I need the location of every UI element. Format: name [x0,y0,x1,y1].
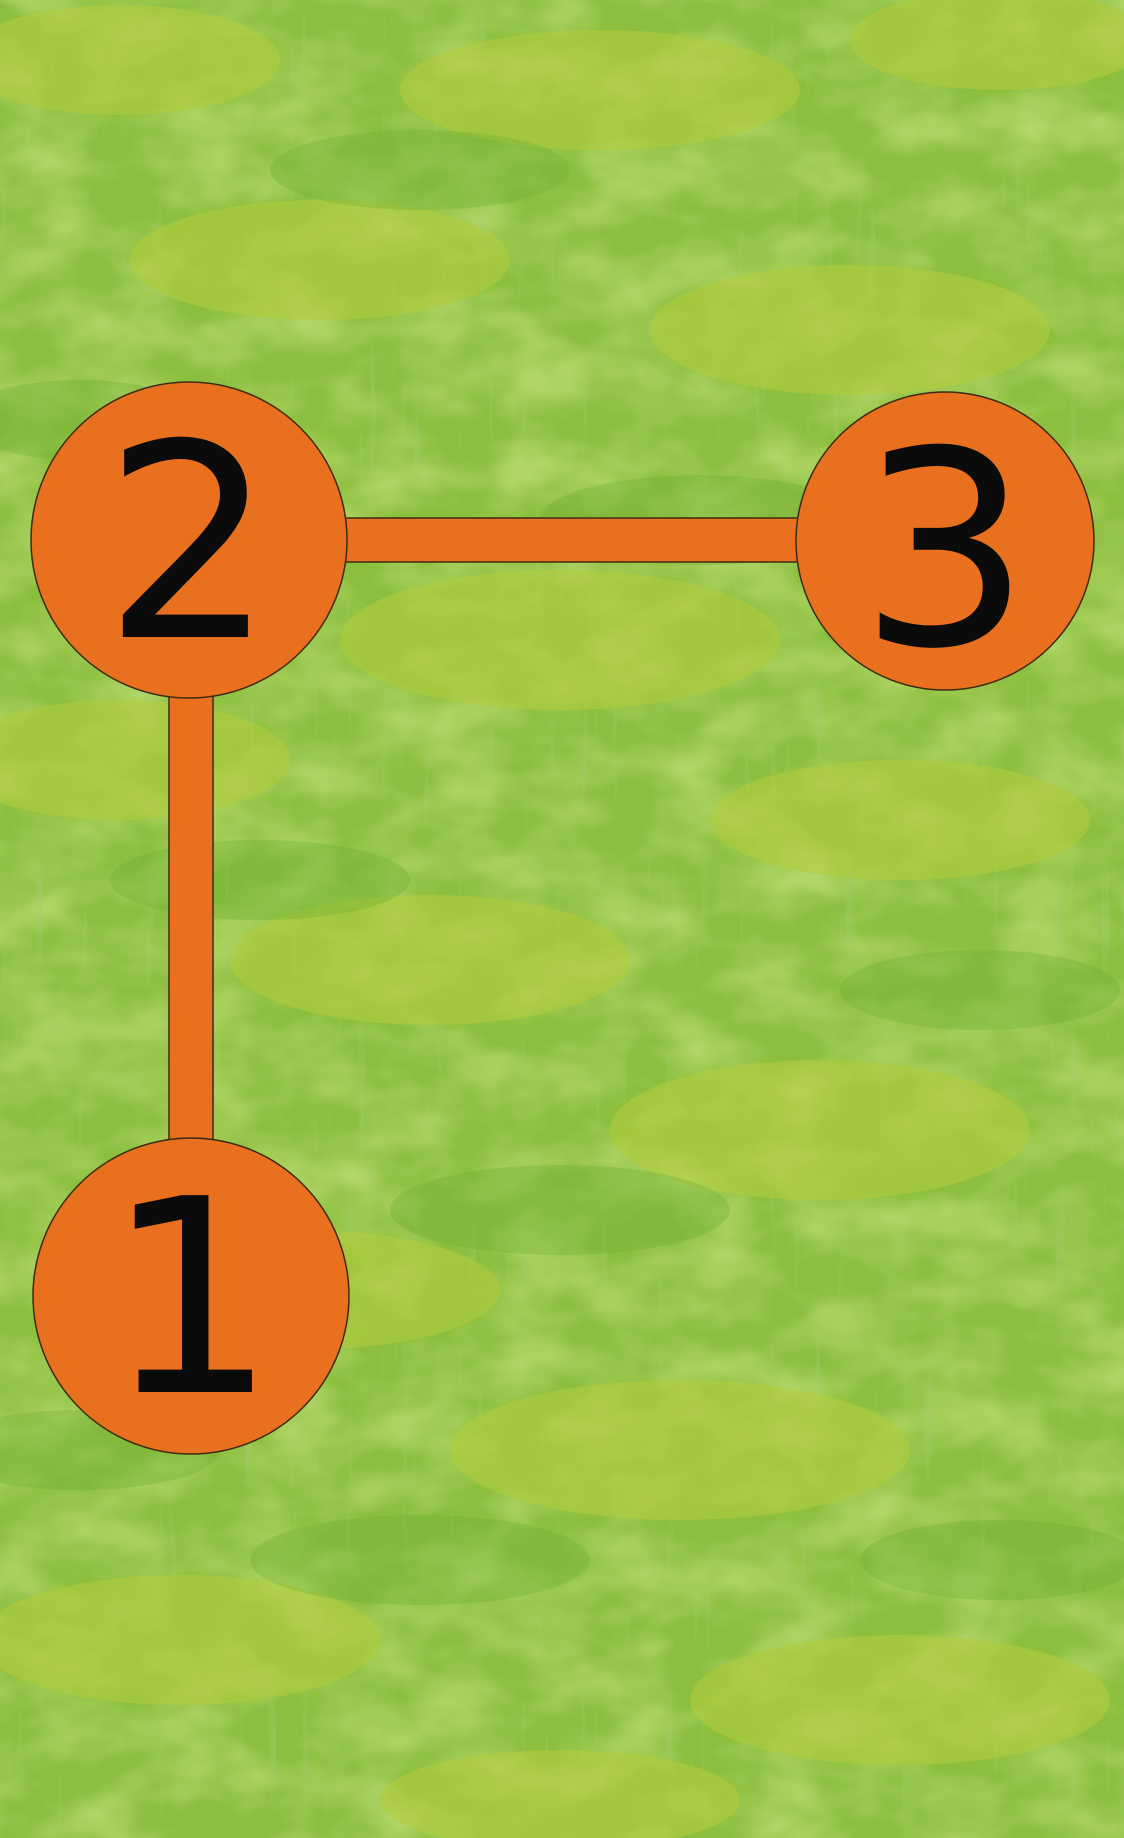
node-1-number: 1 [105,1141,277,1456]
node-2-number: 2 [103,386,275,701]
node-1-circle[interactable] [32,1137,350,1455]
connector-2-3 [329,517,811,563]
connections [168,517,811,1161]
node-1[interactable]: 1 [32,1137,350,1456]
node-3-circle[interactable] [795,391,1095,691]
node-2[interactable]: 2 [30,381,348,701]
connector-1-2 [168,684,214,1161]
node-2-circle[interactable] [30,381,348,699]
node-3-number: 3 [859,393,1031,708]
node-3[interactable]: 3 [795,391,1095,708]
